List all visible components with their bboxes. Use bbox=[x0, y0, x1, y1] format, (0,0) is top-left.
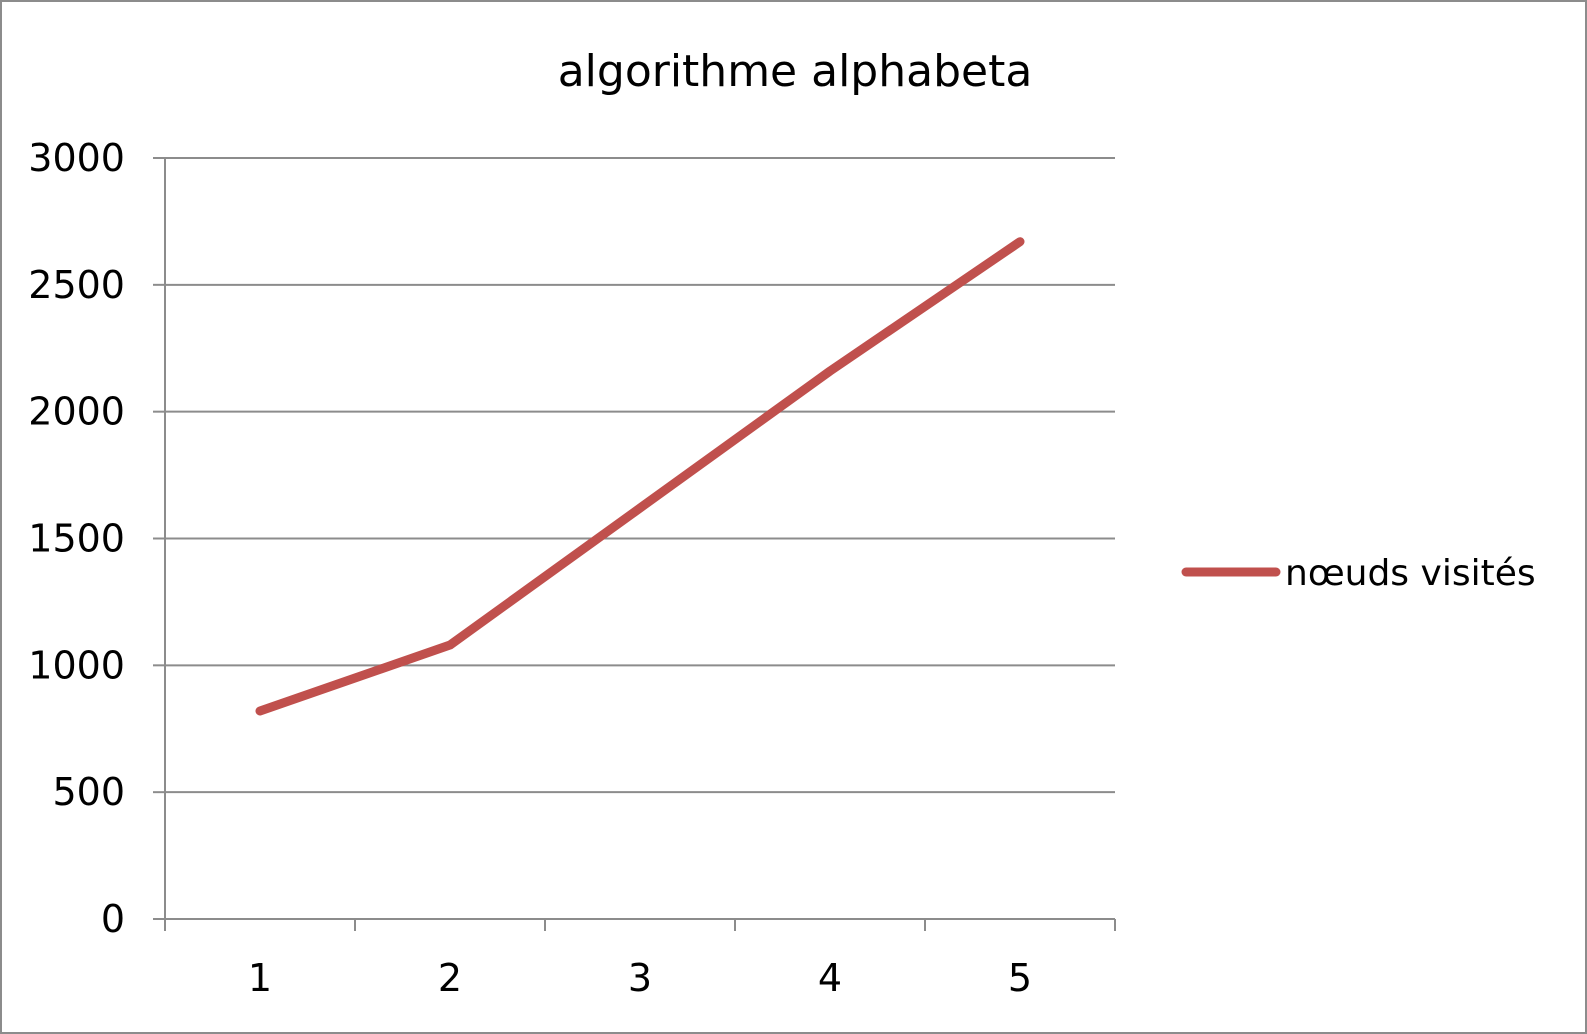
x-tick-label-4: 4 bbox=[818, 956, 842, 1000]
x-tick-label-5: 5 bbox=[1008, 956, 1032, 1000]
x-tick-label-1: 1 bbox=[248, 956, 272, 1000]
series-line-0 bbox=[255, 237, 1025, 716]
y-tick-label-0: 0 bbox=[101, 897, 125, 941]
y-tick-label-1500: 1500 bbox=[28, 517, 125, 561]
y-axis-tick-labels: 0 500 1000 1500 2000 2500 3000 bbox=[28, 136, 125, 941]
y-tick-label-2000: 2000 bbox=[28, 390, 125, 434]
chart-title: algorithme alphabeta bbox=[558, 46, 1033, 97]
legend: nœuds visités bbox=[1181, 553, 1536, 594]
x-tick-label-3: 3 bbox=[628, 956, 652, 1000]
y-tick-label-3000: 3000 bbox=[28, 136, 125, 180]
y-tick-label-500: 500 bbox=[52, 770, 125, 814]
gridlines bbox=[165, 157, 1115, 794]
axes bbox=[153, 157, 1116, 931]
series-lines bbox=[255, 237, 1025, 716]
y-tick-label-1000: 1000 bbox=[28, 643, 125, 687]
y-tick-label-2500: 2500 bbox=[28, 263, 125, 307]
legend-label-0: nœuds visités bbox=[1285, 553, 1536, 594]
x-tick-label-2: 2 bbox=[438, 956, 462, 1000]
x-axis-tick-labels: 1 2 3 4 5 bbox=[248, 956, 1032, 1000]
